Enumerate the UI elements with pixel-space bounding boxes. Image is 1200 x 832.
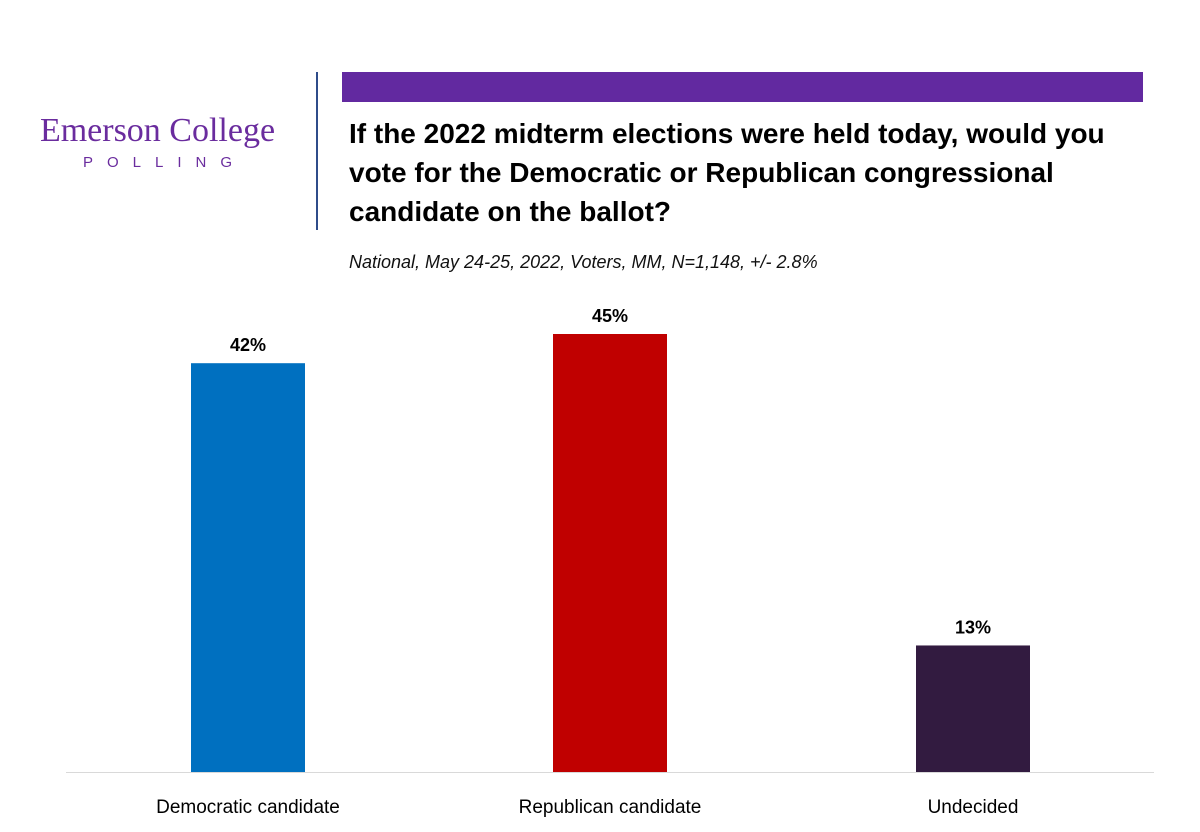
bar-2 xyxy=(553,334,667,772)
value-label-2: 45% xyxy=(592,306,628,326)
bar-3 xyxy=(916,645,1030,772)
labels-group: 42% Democratic candidate 45% Republican can… xyxy=(156,306,1018,818)
bars-group xyxy=(191,334,1030,772)
logo-name: Emerson College xyxy=(39,112,276,149)
chart-subtitle: National, May 24-25, 2022, Voters, MM, N… xyxy=(349,252,818,272)
category-label-1: Democratic candidate xyxy=(156,797,340,818)
accent-bar xyxy=(342,72,1143,102)
value-label-1: 42% xyxy=(230,335,266,355)
emerson-college-polling-logo: Emerson College POLLING xyxy=(20,112,295,171)
bar-1 xyxy=(191,363,305,772)
category-label-2: Republican candidate xyxy=(519,797,702,818)
value-label-3: 13% xyxy=(955,617,991,637)
logo-subtitle: POLLING xyxy=(82,154,247,171)
chart-title: If the 2022 midterm elections were held … xyxy=(349,118,1105,227)
category-label-3: Undecided xyxy=(928,797,1019,818)
header-divider xyxy=(316,72,318,230)
